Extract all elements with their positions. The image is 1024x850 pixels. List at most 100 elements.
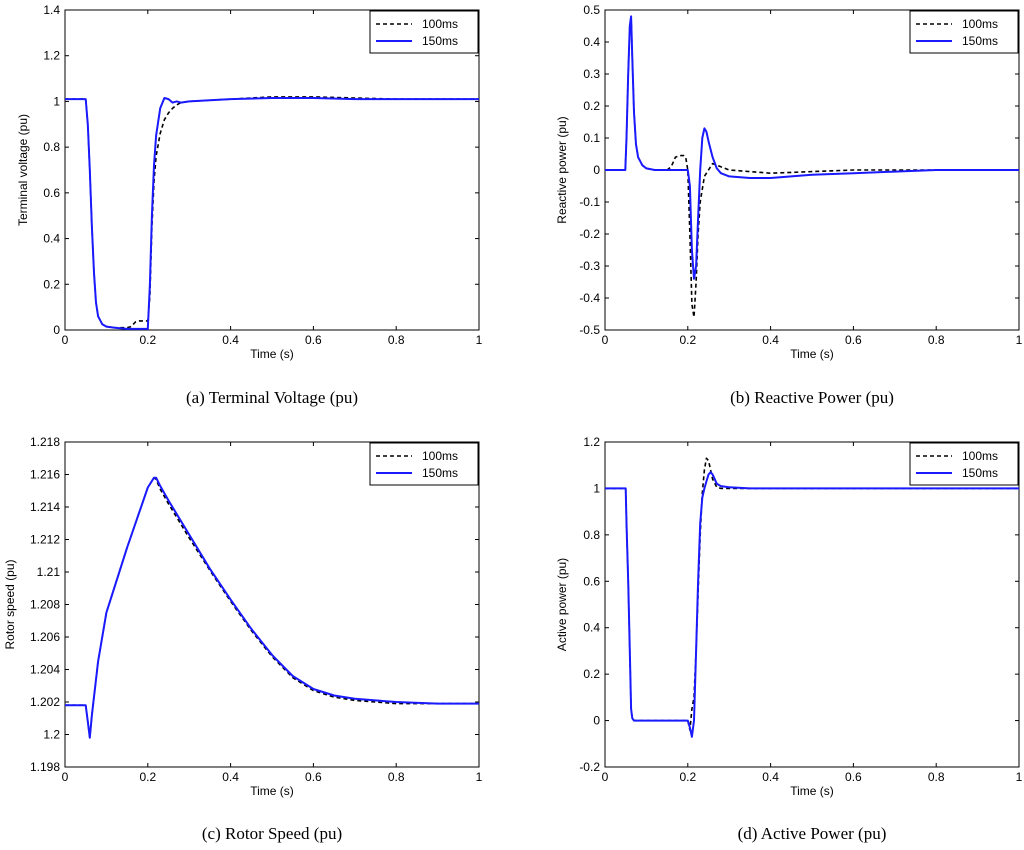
y-tick-label: 1.2 bbox=[43, 49, 60, 63]
x-tick-label: 0.4 bbox=[762, 770, 779, 784]
x-tick-label: 0.6 bbox=[305, 333, 322, 347]
legend-c: 100ms 150ms bbox=[369, 442, 479, 486]
x-tick-label: 0.6 bbox=[305, 770, 322, 784]
y-axis-label: Reactive power (pu) bbox=[555, 116, 569, 223]
y-axis-label: Terminal voltage (pu) bbox=[16, 114, 30, 226]
legend-label-100ms: 100ms bbox=[422, 17, 458, 31]
x-tick-label: 0.8 bbox=[388, 770, 405, 784]
y-tick-label: 1.208 bbox=[30, 598, 60, 612]
x-tick-label: 0 bbox=[602, 770, 609, 784]
y-tick-label: 1.2 bbox=[583, 435, 600, 449]
x-axis-label: Time (s) bbox=[790, 347, 834, 361]
y-tick-label: 0.2 bbox=[583, 99, 600, 113]
x-tick-label: 0.8 bbox=[388, 333, 405, 347]
x-tick-label: 1 bbox=[476, 333, 483, 347]
x-tick-label: 0.2 bbox=[679, 770, 696, 784]
y-tick-label: 1.206 bbox=[30, 630, 60, 644]
plot-area-d bbox=[604, 441, 1020, 768]
legend-label-150ms: 150ms bbox=[422, 34, 458, 48]
y-tick-label: 1 bbox=[593, 481, 600, 495]
y-tick-label: 0.2 bbox=[43, 277, 60, 291]
x-tick-label: 0 bbox=[602, 333, 609, 347]
y-tick-label: 0 bbox=[53, 323, 60, 337]
x-axis-label: Time (s) bbox=[790, 784, 834, 798]
legend-a: 100ms 150ms bbox=[369, 10, 479, 54]
x-tick-label: 1 bbox=[476, 770, 483, 784]
x-tick-label: 0.2 bbox=[139, 770, 156, 784]
x-tick-label: 0 bbox=[62, 770, 69, 784]
chart-reactive-power: 0 0.2 0.4 0.6 0.8 1 -0.5 -0.4 -0.3 -0.2 -0.1 0 0.1 0.… bbox=[555, 3, 1023, 361]
legend-box bbox=[369, 442, 479, 486]
y-tick-label: 1.21 bbox=[37, 565, 61, 579]
x-axis-label: Time (s) bbox=[250, 784, 294, 798]
y-tick-label: -0.4 bbox=[579, 291, 600, 305]
y-tick-label: 0.5 bbox=[583, 3, 600, 17]
series-line-100ms bbox=[605, 15, 1019, 319]
y-tick-label: 0.4 bbox=[583, 621, 600, 635]
y-tick-label: 1.214 bbox=[30, 500, 60, 514]
x-tick-label: 0.2 bbox=[679, 333, 696, 347]
caption-d: (d) Active Power (pu) bbox=[738, 824, 887, 843]
series-line-150ms bbox=[605, 471, 1019, 738]
y-tick-label: 0 bbox=[593, 714, 600, 728]
chart-rotor-speed: 0 0.2 0.4 0.6 0.8 1 1.198 1.2 1.202 1.204 1.206 1.2… bbox=[3, 435, 483, 798]
y-tick-label: -0.1 bbox=[579, 195, 600, 209]
legend-label-100ms: 100ms bbox=[962, 17, 998, 31]
x-tick-label: 0.4 bbox=[222, 770, 239, 784]
x-tick-label: 0.6 bbox=[845, 770, 862, 784]
x-tick-label: 0.8 bbox=[928, 770, 945, 784]
caption-b: (b) Reactive Power (pu) bbox=[730, 388, 894, 407]
y-tick-label: 0.3 bbox=[583, 67, 600, 81]
y-tick-label: 0.8 bbox=[43, 140, 60, 154]
chart-terminal-voltage: 0 0.2 0.4 0.6 0.8 1 0 0.2 0.4 0.6 0.8 1 1.2 1.4 Time (… bbox=[16, 3, 483, 361]
plot-area-c bbox=[64, 441, 480, 768]
legend-label-150ms: 150ms bbox=[962, 34, 998, 48]
series-line-150ms bbox=[65, 476, 479, 739]
caption-a: (a) Terminal Voltage (pu) bbox=[186, 388, 358, 407]
series-line-100ms bbox=[65, 476, 479, 739]
legend-label-100ms: 100ms bbox=[962, 449, 998, 463]
y-tick-label: -0.2 bbox=[579, 760, 600, 774]
y-tick-label: 1.4 bbox=[43, 3, 60, 17]
caption-c: (c) Rotor Speed (pu) bbox=[202, 824, 342, 843]
series-line-150ms bbox=[605, 15, 1019, 280]
x-tick-label: 0 bbox=[62, 333, 69, 347]
y-tick-label: 1.2 bbox=[43, 728, 60, 742]
x-tick-label: 0.6 bbox=[845, 333, 862, 347]
legend-box bbox=[909, 442, 1019, 486]
series-line-150ms bbox=[65, 97, 479, 330]
legend-label-150ms: 150ms bbox=[962, 466, 998, 480]
y-tick-label: 0.2 bbox=[583, 667, 600, 681]
x-tick-label: 1 bbox=[1016, 770, 1023, 784]
legend-b: 100ms 150ms bbox=[909, 10, 1019, 54]
y-tick-label: -0.3 bbox=[579, 259, 600, 273]
y-tick-label: 0.4 bbox=[583, 35, 600, 49]
x-tick-label: 0.4 bbox=[222, 333, 239, 347]
y-tick-label: -0.2 bbox=[579, 227, 600, 241]
y-tick-label: 0.6 bbox=[583, 574, 600, 588]
y-tick-label: -0.5 bbox=[579, 323, 600, 337]
x-tick-label: 0.4 bbox=[762, 333, 779, 347]
x-tick-label: 1 bbox=[1016, 333, 1023, 347]
legend-label-150ms: 150ms bbox=[422, 466, 458, 480]
y-axis-label: Active power (pu) bbox=[555, 558, 569, 651]
y-tick-label: 0.1 bbox=[583, 131, 600, 145]
y-tick-label: 1 bbox=[53, 94, 60, 108]
y-tick-label: 0 bbox=[593, 163, 600, 177]
y-tick-label: 0.8 bbox=[583, 528, 600, 542]
y-tick-label: 1.218 bbox=[30, 435, 60, 449]
legend-box bbox=[909, 10, 1019, 54]
y-tick-label: 1.212 bbox=[30, 533, 60, 547]
legend-box bbox=[369, 10, 479, 54]
x-tick-label: 0.2 bbox=[139, 333, 156, 347]
x-tick-label: 0.8 bbox=[928, 333, 945, 347]
y-tick-label: 0.6 bbox=[43, 186, 60, 200]
y-axis-label: Rotor speed (pu) bbox=[3, 559, 17, 649]
y-tick-label: 1.216 bbox=[30, 468, 60, 482]
y-tick-label: 1.204 bbox=[30, 663, 60, 677]
y-tick-label: 1.198 bbox=[30, 760, 60, 774]
chart-active-power: 0 0.2 0.4 0.6 0.8 1-0.200.20.40.60.811.2Time … bbox=[555, 435, 1023, 798]
legend-label-100ms: 100ms bbox=[422, 449, 458, 463]
x-axis-label: Time (s) bbox=[250, 347, 294, 361]
